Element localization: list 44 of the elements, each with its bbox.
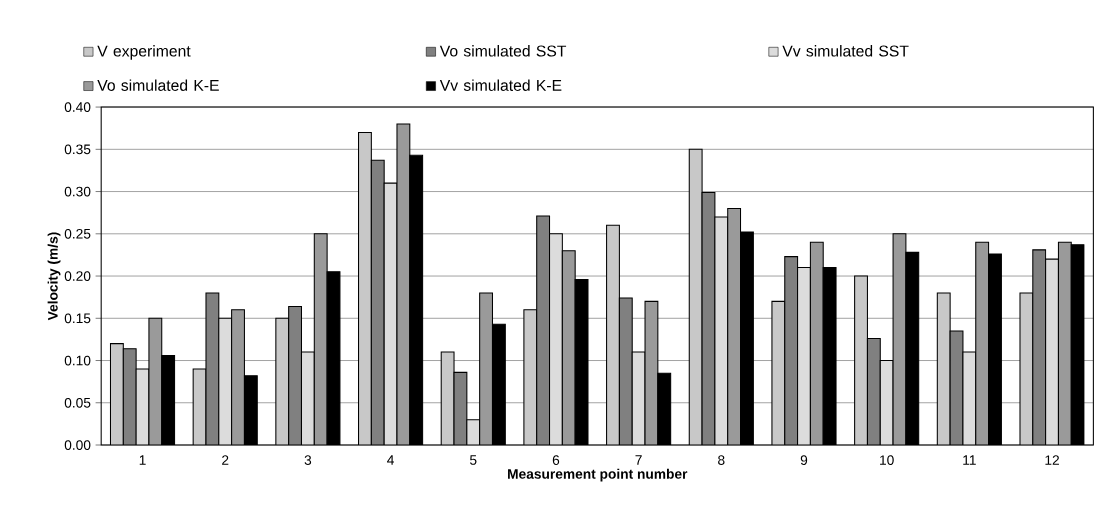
y-tick-label: 0.40 — [64, 102, 91, 113]
bar — [1057, 241, 1072, 446]
bar — [809, 241, 824, 446]
x-tick-label: 8 — [718, 455, 725, 466]
bar — [1045, 258, 1059, 446]
legend-label: V experiment — [97, 45, 191, 60]
bar — [975, 241, 990, 446]
bar — [231, 309, 245, 446]
legend-label: Vo simulated SST — [439, 45, 567, 57]
x-tick-label: 3 — [304, 455, 312, 466]
bar — [358, 132, 372, 446]
bar — [797, 267, 811, 446]
legend-label: Vv simulated K-E — [439, 79, 562, 91]
bar — [300, 351, 315, 446]
bar — [727, 207, 742, 446]
y-tick-label: 0.25 — [64, 229, 91, 239]
bar — [561, 250, 576, 446]
y-tick-label: 0.10 — [64, 355, 91, 366]
legend-label: Vv simulated SST — [782, 45, 909, 57]
bar — [218, 317, 233, 446]
x-axis-title: Measurement point number — [508, 468, 688, 482]
y-tick-label: 0.35 — [64, 144, 91, 155]
x-tick-label: 12 — [1045, 455, 1059, 465]
y-tick-label: 0.00 — [64, 440, 91, 450]
bar — [479, 292, 494, 446]
x-tick-label: 7 — [635, 455, 642, 465]
x-tick-label: 11 — [963, 455, 976, 465]
x-tick-label: 10 — [880, 455, 894, 466]
y-tick-label: 0.30 — [64, 186, 91, 197]
y-tick-label: 0.05 — [64, 397, 91, 408]
bar — [854, 275, 868, 446]
bar — [549, 233, 563, 446]
bar — [606, 224, 620, 446]
x-tick-label: 1 — [139, 455, 146, 465]
x-tick-label: 5 — [469, 455, 477, 465]
legend-label: Vo simulated K-E — [97, 79, 219, 91]
y-tick-label: 0.15 — [64, 313, 91, 324]
bar — [109, 343, 124, 446]
y-tick-label: 0.20 — [64, 271, 91, 281]
x-tick-label: 6 — [552, 455, 560, 466]
y-axis-title: Velocity (m/s) — [47, 232, 61, 321]
x-tick-label: 4 — [387, 455, 394, 465]
x-tick-label: 9 — [800, 455, 808, 466]
x-tick-label: 2 — [222, 455, 229, 465]
